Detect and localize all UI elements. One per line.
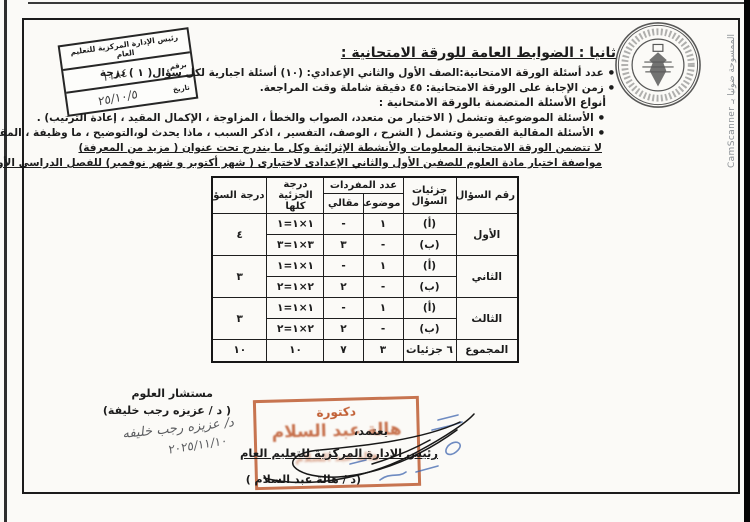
- total-objective-cell: ٣: [362, 339, 404, 362]
- table-row: الأول (أ) ١ - ١×١=١ ٤: [211, 213, 519, 256]
- exam-spec-table: رقم السؤال جزئيات السؤال عدد المفردات در…: [210, 176, 519, 363]
- essay-cell: -: [323, 255, 364, 277]
- objective-cell: -: [362, 318, 404, 340]
- table-header-row: رقم السؤال جزئيات السؤال عدد المفردات در…: [211, 176, 519, 214]
- objective-cell: ١: [362, 255, 404, 277]
- total-parts-cell: ٦ جزئيات: [402, 339, 457, 362]
- table-row: (ب) - ٣ ٣×١=٣: [212, 234, 518, 256]
- objective-cell: -: [362, 234, 404, 256]
- part-cell: (أ): [402, 213, 457, 235]
- objective-cell: -: [362, 276, 404, 298]
- part-score-cell: ١×١=١: [266, 255, 325, 277]
- question-number-cell: الثاني: [455, 255, 519, 298]
- total-score-cell: ١٠: [211, 339, 268, 362]
- col-objective: موضوعي: [362, 192, 404, 215]
- exclusion-note: لا تتضمن الورقة الامتحانية المعلومات وال…: [78, 142, 602, 154]
- part-score-cell: ٣×١=٣: [266, 234, 325, 256]
- exam-spec-line: مواصفة اختبار مادة العلوم للصفين الأول و…: [0, 157, 602, 169]
- objective-cell: ١: [362, 213, 404, 235]
- col-part-score: درجة الجزئية كلها: [266, 176, 325, 214]
- objective-cell: ١: [362, 297, 404, 319]
- part-score-cell: ٢×١=٢: [266, 318, 325, 340]
- col-items-count: عدد المفردات: [323, 176, 404, 194]
- essay-cell: ٣: [323, 234, 364, 256]
- part-cell: (أ): [402, 297, 457, 319]
- question-types-heading: أنواع الأسئلة المتضمنة بالورقة الامتحاني…: [378, 96, 606, 109]
- essay-cell: -: [323, 213, 364, 235]
- rule-essay-questions: الأسئلة المقالية القصيرة وتشمل ( الشرح ،…: [0, 126, 604, 141]
- question-score-cell: ٣: [211, 297, 268, 340]
- question-number-cell: الأول: [455, 213, 519, 256]
- ministry-seal-icon: [615, 22, 701, 108]
- table-total-row: المجموع ٦ جزئيات ٣ ٧ ١٠ ١٠: [211, 339, 519, 362]
- table-subheader-row: موضوعي مقالي: [212, 192, 518, 215]
- head-title: رئيس الادارة المركزية للتعليم العام: [239, 446, 438, 460]
- part-cell: (ب): [402, 276, 457, 298]
- rule-question-count: عدد أسئلة الورقة الامتحانية:الصف الأول و…: [0, 66, 614, 81]
- head-name: (د / هالة عبد السلام ): [245, 473, 361, 486]
- handwritten-signature-flourish: [263, 413, 475, 484]
- essay-cell: ٢: [323, 276, 364, 298]
- exam-rules-list: عدد أسئلة الورقة الامتحانية:الصف الأول و…: [0, 66, 614, 171]
- total-label-cell: المجموع: [455, 339, 519, 362]
- page-title: ثانيا : الضوابط العامة للورقة الامتحانية…: [340, 45, 616, 61]
- part-score-cell: ١×١=١: [266, 213, 325, 235]
- total-essay-cell: ٧: [323, 339, 364, 362]
- part-cell: (ب): [402, 318, 457, 340]
- table-row: (ب) - ٢ ٢×١=٢: [212, 318, 518, 340]
- question-number-cell: الثالث: [455, 297, 519, 340]
- col-question-score: درجة السؤال: [211, 176, 268, 214]
- scan-edge-left: [4, 0, 7, 522]
- question-score-cell: ٤: [211, 213, 268, 256]
- scan-edge-top: [28, 2, 744, 4]
- approve-label: يعتمد،: [353, 424, 388, 438]
- col-essay: مقالي: [323, 192, 364, 215]
- part-score-cell: ٢×١=٢: [266, 276, 325, 298]
- table-row: الثالث (أ) ١ - ١×١=١ ٣: [211, 297, 519, 340]
- col-question-number: رقم السؤال: [455, 176, 519, 214]
- total-part-score-cell: ١٠: [266, 339, 325, 362]
- document-border-frame: [22, 18, 740, 494]
- question-score-cell: ٣: [211, 255, 268, 298]
- part-score-cell: ١×١=١: [266, 297, 325, 319]
- col-question-parts: جزئيات السؤال: [402, 176, 457, 214]
- rule-answer-time: زمن الإجابة على الورقة الامتحانية: ٤٥ دق…: [0, 81, 614, 96]
- advisor-name: ( د / عزيزه رجب خليفة): [102, 404, 231, 417]
- rule-objective-questions: الأسئلة الموضوعية وتشمل ( الاختيار من مت…: [0, 111, 604, 126]
- table-row: الثاني (أ) ١ - ١×١=١ ٣: [211, 255, 519, 298]
- part-cell: (ب): [402, 234, 457, 256]
- part-cell: (أ): [402, 255, 457, 277]
- essay-cell: -: [323, 297, 364, 319]
- advisor-title: مستشار العلوم: [131, 387, 213, 400]
- scan-edge-right-bar: [744, 0, 750, 522]
- essay-cell: ٢: [323, 318, 364, 340]
